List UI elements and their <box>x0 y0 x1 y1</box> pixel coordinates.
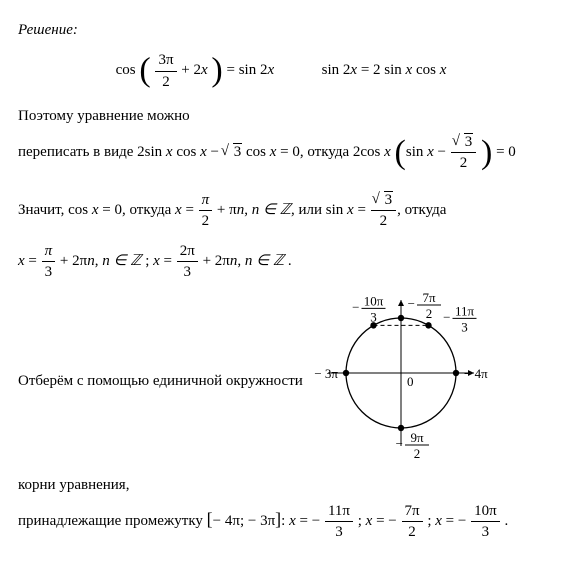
rparen-icon: ) <box>211 52 222 89</box>
rparen2-icon: ) <box>481 134 492 171</box>
svg-text:− 4π: − 4π <box>464 366 488 381</box>
plus-2x: + 2x <box>181 62 207 78</box>
svg-text:3: 3 <box>370 309 377 324</box>
svg-text:0: 0 <box>407 374 414 389</box>
lparen2-icon: ( <box>395 134 406 171</box>
identity-sin2x: sin 2x = 2 sin x cos x <box>322 62 447 78</box>
circle-row: Отберём с помощью единичной окружности 0… <box>18 293 544 469</box>
fn-cos: cos <box>116 62 136 78</box>
svg-text:2: 2 <box>414 446 421 461</box>
para-1b: переписать в виде 2sin x cos x − 3 cos x… <box>18 132 544 174</box>
para-3: x = π3 + 2πn, n ∈ ℤ ; x = 2π3 + 2πn, n ∈… <box>18 241 544 283</box>
para-2: Значит, cos x = 0, откуда x = π2 + πn, n… <box>18 190 544 232</box>
frac-den: 2 <box>155 71 176 92</box>
main-equation: cos ( 3π 2 + 2x ) = sin 2x sin 2x = 2 si… <box>18 50 544 92</box>
svg-text:9π: 9π <box>410 430 424 445</box>
circle-caption: Отберём с помощью единичной окружности <box>18 371 311 391</box>
solution-heading: Решение: <box>18 20 544 40</box>
svg-text:−: − <box>352 299 359 314</box>
svg-text:− 3π: − 3π <box>314 366 338 381</box>
unit-circle-diagram: 0− 10π3− 7π2− 11π3− 3π− 4π− 9π2 <box>311 293 541 469</box>
frac-3pi-2: 3π 2 <box>155 50 176 92</box>
svg-text:2: 2 <box>426 306 433 321</box>
sqrt3-icon: 3 <box>223 142 243 162</box>
svg-text:−: − <box>407 296 414 311</box>
svg-text:−: − <box>443 309 450 324</box>
svg-text:7π: 7π <box>422 293 436 305</box>
svg-text:3: 3 <box>461 319 468 334</box>
para-4a: корни уравнения, <box>18 475 544 495</box>
frac-num: 3π <box>155 50 176 70</box>
frac-sqrt3-2: 3 2 <box>451 132 477 174</box>
svg-text:11π: 11π <box>455 303 475 318</box>
svg-text:10π: 10π <box>364 293 384 308</box>
para-1a: Поэтому уравнение можно <box>18 106 544 126</box>
para-4b: принадлежащие промежутку [− 4π; − 3π]: x… <box>18 501 544 543</box>
eq-sin2x: = sin 2x <box>226 62 274 78</box>
lparen-icon: ( <box>139 52 150 89</box>
svg-text:−: − <box>395 436 402 451</box>
